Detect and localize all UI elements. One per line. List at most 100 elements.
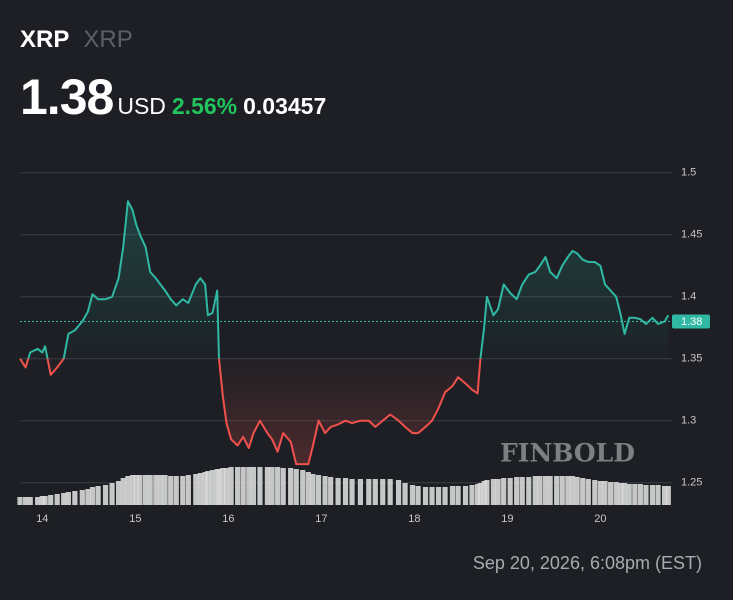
volume-bar [597,481,603,505]
volume-bar [79,490,85,505]
y-tick-label: 1.45 [681,229,702,241]
volume-bar [429,487,435,505]
x-tick-label: 20 [594,513,606,525]
volume-bar [665,486,671,505]
y-tick-label: 1.25 [681,477,702,489]
volume-bar [137,475,143,505]
volume-bar [125,476,131,505]
volume-bar [269,467,275,505]
volume-bar [475,484,481,505]
volume-bar [129,475,136,505]
x-tick-label: 16 [222,513,234,525]
y-tick-label: 1.5 [681,167,696,179]
asset-name: XRP [83,26,133,53]
volume-bar [157,475,164,505]
volume-bar [554,476,560,505]
volume-bar [626,484,632,505]
volume-bar [288,468,294,505]
volume-bar [193,474,199,505]
timestamp: Sep 20, 2026, 6:08pm (EST) [472,553,702,573]
y-tick-label: 1.3 [681,415,696,427]
volume-bar [490,479,497,505]
volume-bar [547,476,553,505]
currency: USD [117,93,166,119]
volume-bar [61,493,67,505]
volume-bar [250,467,257,505]
volume-bar [48,495,54,505]
volume-bar [72,491,78,505]
volume-bar [120,478,126,505]
volume-bar [395,480,402,505]
volume-bar [180,476,186,505]
volume-bar [608,482,614,505]
watermark: FINBOLD [500,439,635,468]
volume-bar [65,492,71,505]
volume-bar [349,479,355,505]
volume-bar [565,476,571,505]
volume-bar [455,486,461,505]
volume-bar [205,471,211,505]
volume-bar [109,483,115,505]
volume-bar [613,482,619,505]
volume-bar [387,479,393,505]
symbol: XRP [20,26,70,53]
volume-bar [592,480,598,505]
y-tick-label: 1.4 [681,291,696,303]
volume-bar [621,483,628,505]
volume-bar [223,468,230,505]
volume-bar [85,489,91,505]
volume-bar [580,478,586,505]
volume-bar [409,485,416,505]
volume-bar [602,481,608,505]
price: 1.38 [20,69,114,125]
volume-bar [305,472,311,505]
volume-bar [17,497,23,505]
price-area [20,201,669,465]
volume-bar [372,479,378,505]
volume-bar [366,479,372,505]
y-tick-label: 1.35 [681,353,702,365]
volume-bar [380,479,386,505]
last-price-tag [672,314,710,329]
volume-bar [228,467,234,505]
volume-bar [153,475,159,505]
volume-bar [574,477,580,505]
volume-bar [257,467,263,505]
volume-bar [35,497,41,505]
volume-bar [89,487,96,505]
volume-bar [632,484,638,505]
x-tick-label: 17 [315,513,327,525]
volume-bar [322,476,328,505]
volume-bar [462,486,469,505]
volume-bar [220,468,226,505]
volume-bar [197,473,204,505]
volume-bar [637,484,643,505]
volume-bar [402,483,408,505]
volume-bar [335,478,341,505]
change: 0.03457 [243,93,327,119]
volume-bar [618,483,624,505]
volume-bar [649,485,656,505]
volume-bar [526,477,532,505]
volume-bar [422,487,429,505]
volume-bar [275,467,281,505]
volume-bar [202,472,208,505]
volume-bar [22,497,29,505]
price-row: 1.38 USD 2.56% 0.03457 [20,68,326,126]
volume-bar [216,469,222,505]
volume-bar [357,479,364,505]
volume-bar [300,470,306,505]
x-tick-label: 19 [501,513,513,525]
volume-bar [542,476,549,505]
volume-bar [507,478,513,505]
volume-bar [449,486,456,505]
volume-bar [643,485,649,505]
volume-bar [501,478,507,505]
volume-bar [477,483,483,505]
price-line [19,200,670,466]
volume-bar [95,486,101,505]
volume-bar [246,467,252,505]
volume-bar [532,476,538,505]
volume-bar [585,479,591,505]
